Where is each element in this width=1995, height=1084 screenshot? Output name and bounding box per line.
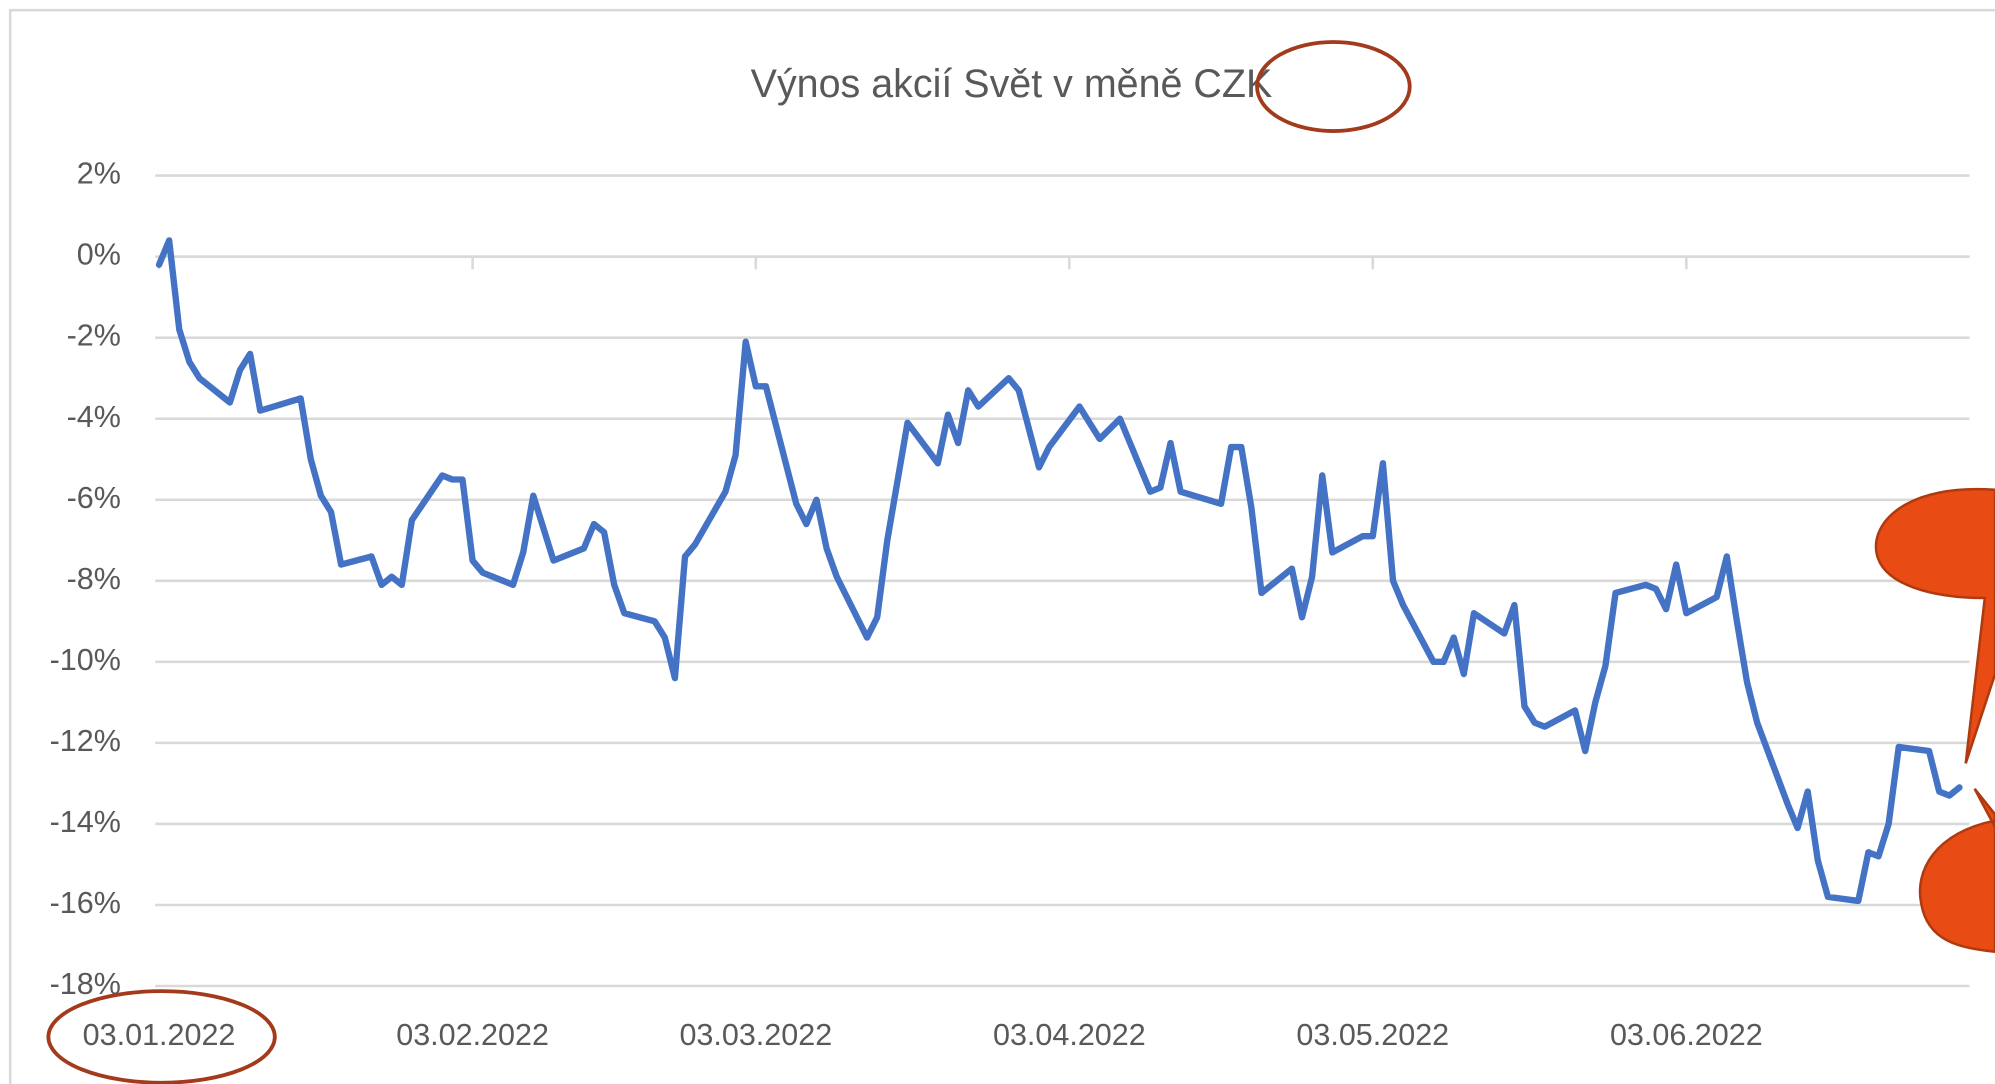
y-tick-label: -8%: [67, 562, 121, 596]
y-tick-label: -14%: [50, 805, 121, 839]
highlight-ellipse: [46, 989, 277, 1084]
callout-bubble: [1874, 487, 1995, 764]
y-tick-label: 0%: [77, 238, 121, 272]
y-tick-label: -4%: [67, 400, 121, 434]
y-tick-label: -6%: [67, 481, 121, 515]
x-tick-label: 03.03.2022: [679, 1018, 832, 1052]
x-tick-label: 03.04.2022: [993, 1018, 1146, 1052]
plot-area: 2%0%-2%-4%-6%-8%-10%-12%-14%-16%-18%03.0…: [50, 157, 1970, 1052]
x-tick-label: 03.05.2022: [1296, 1018, 1449, 1052]
y-tick-label: -12%: [50, 724, 121, 758]
data-line: [155, 237, 1963, 905]
x-tick-label: 03.06.2022: [1610, 1018, 1763, 1052]
y-tick-label: -16%: [50, 886, 121, 920]
y-tick-label: -10%: [50, 643, 121, 677]
chart-title: Výnos akcií Svět v měně CZK: [751, 62, 1273, 106]
x-tick-label: 03.01.2022: [83, 1018, 236, 1052]
y-tick-label: -2%: [67, 319, 121, 353]
chart-frame: [8, 8, 1995, 1084]
highlight-ellipse: [1255, 40, 1412, 133]
x-tick-label: 03.02.2022: [396, 1018, 549, 1052]
y-tick-label: 2%: [77, 157, 121, 191]
